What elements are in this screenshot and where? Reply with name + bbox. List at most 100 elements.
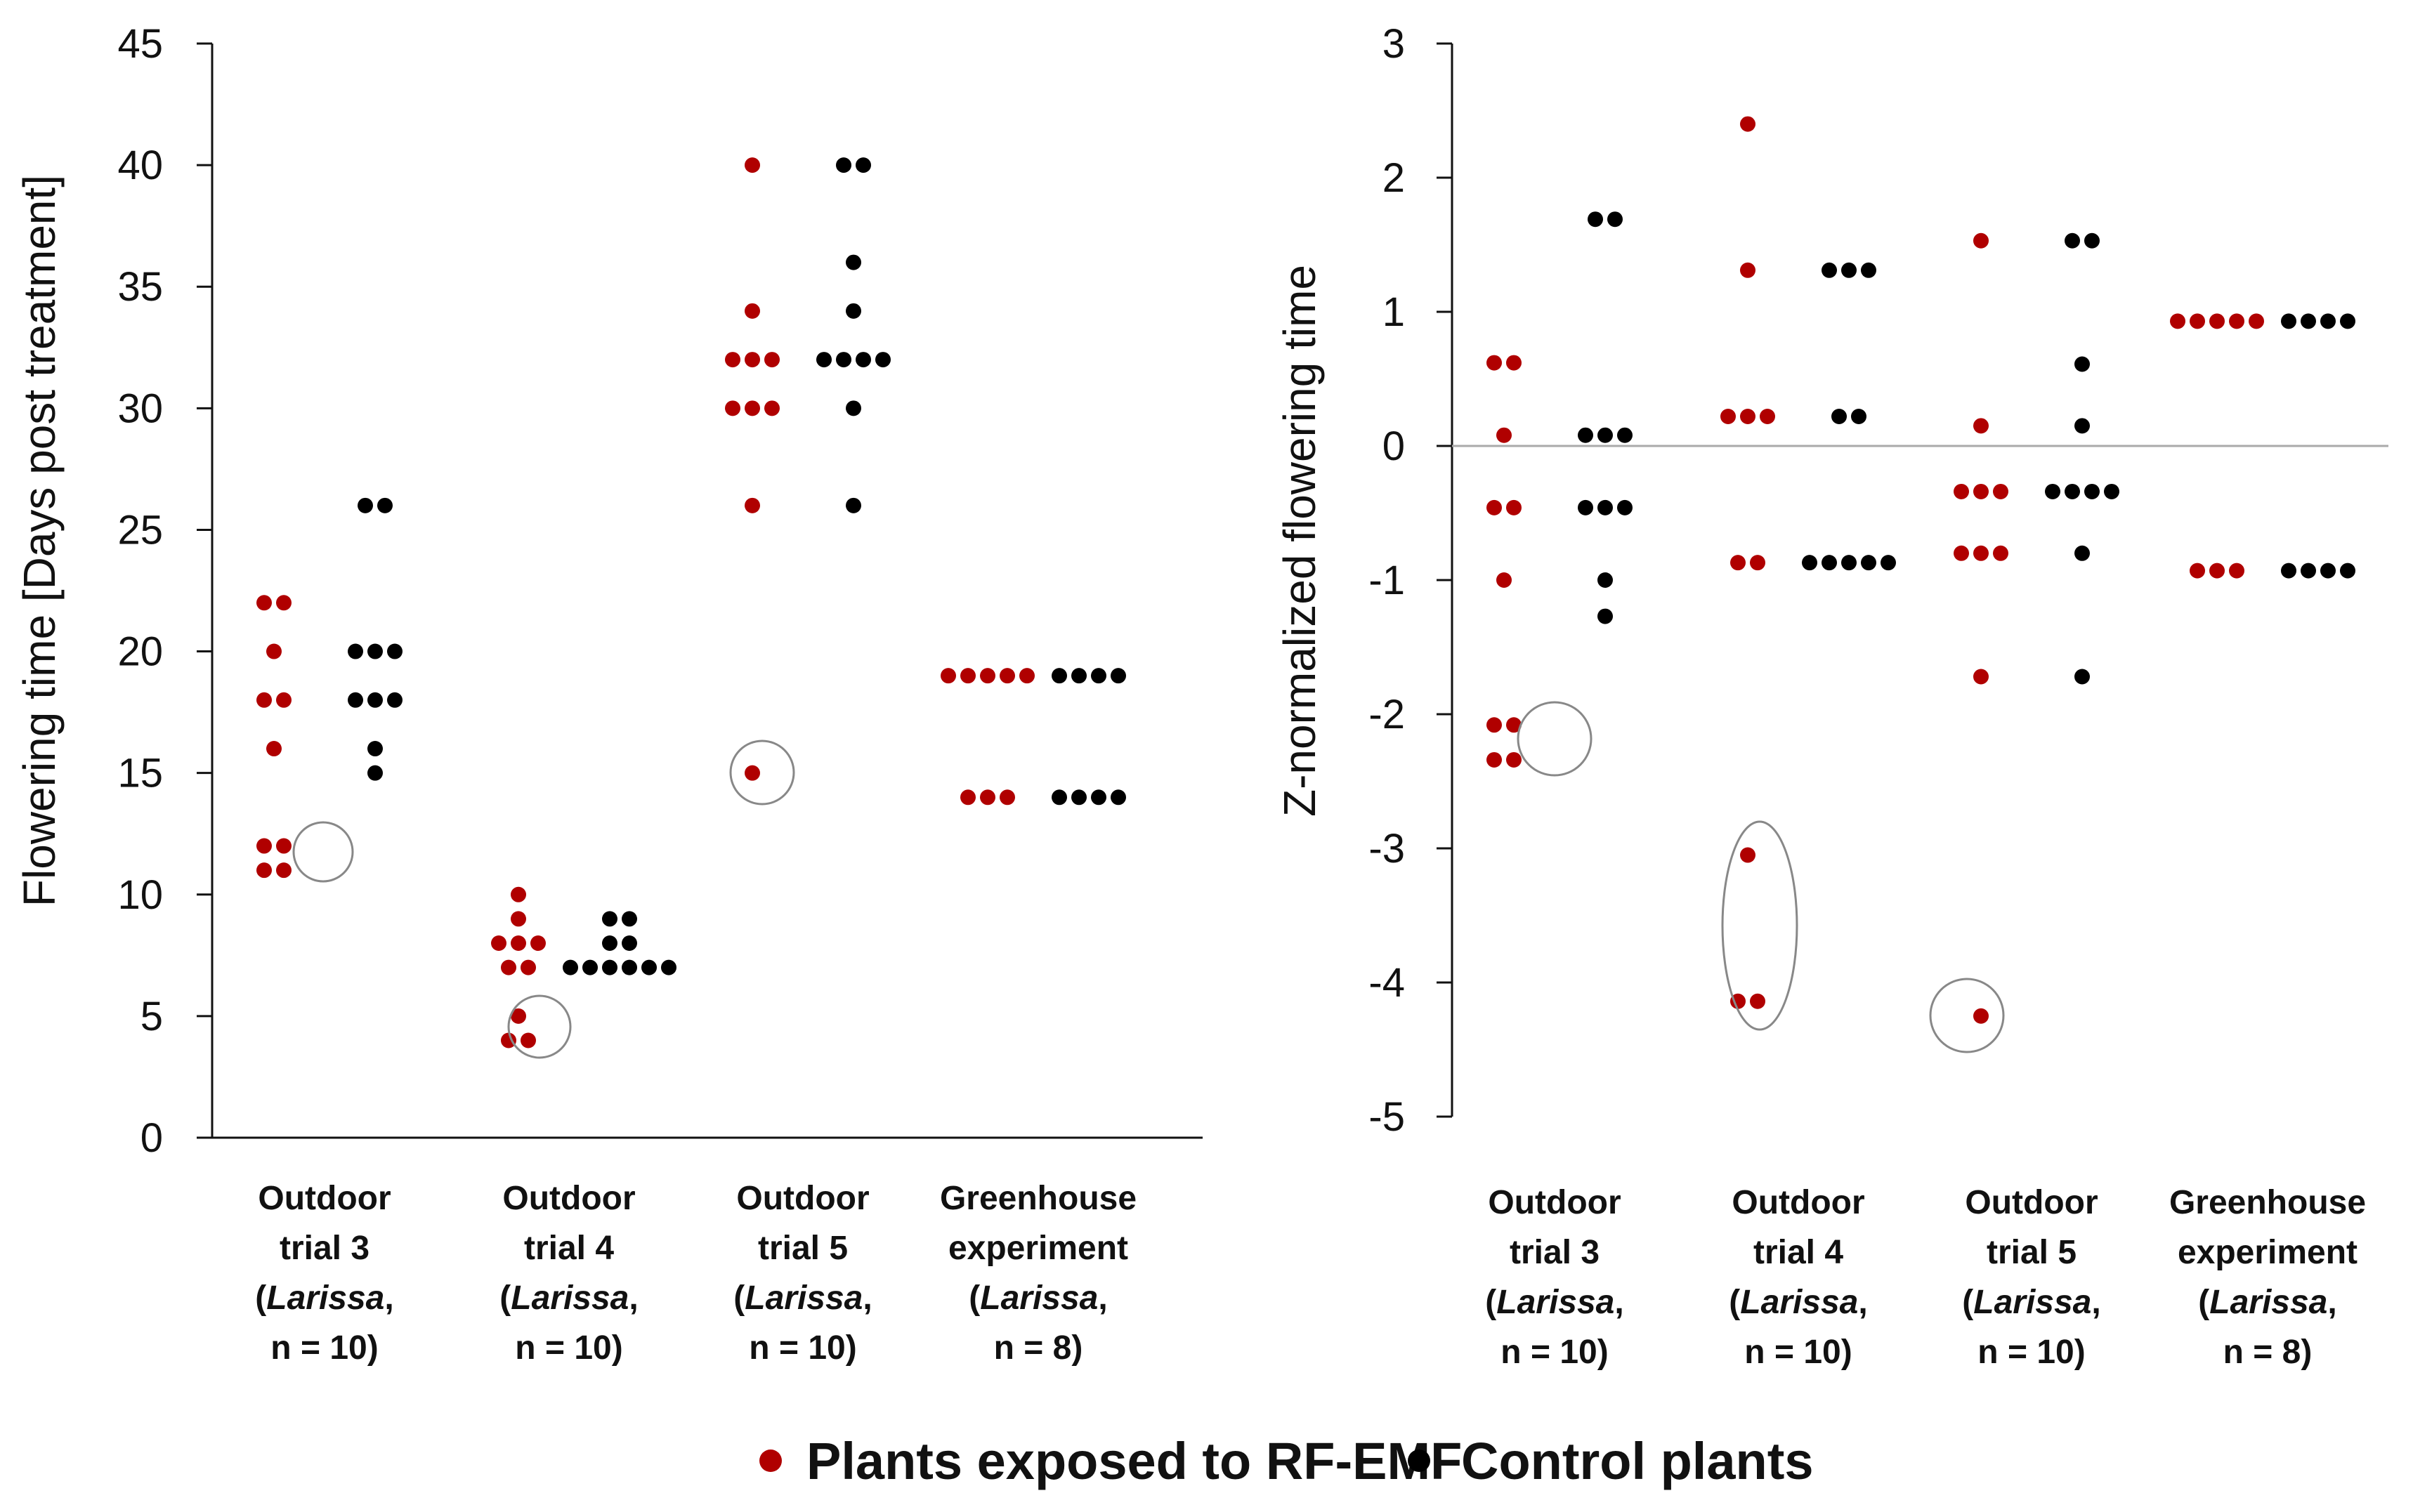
category-label: Outdoor trial 5 (Larissa, n = 10) xyxy=(733,1180,872,1367)
exposed-data-point xyxy=(1019,668,1035,684)
exposed-data-point xyxy=(1954,545,1969,561)
control-data-point xyxy=(1578,427,1593,443)
y-tick-label: -3 xyxy=(1368,826,1405,872)
exposed-data-point xyxy=(501,959,516,975)
exposed-data-point xyxy=(1973,1008,1989,1024)
control-data-point xyxy=(1071,789,1087,806)
exposed-data-point xyxy=(1496,427,1512,443)
y-tick-label: 0 xyxy=(1382,423,1405,469)
outlier-highlight-circle xyxy=(1721,820,1798,1031)
exposed-data-point xyxy=(530,935,546,952)
exposed-data-point xyxy=(1486,717,1502,733)
y-tick-label: -4 xyxy=(1368,960,1405,1006)
exposed-data-point xyxy=(764,352,780,368)
category-label: Outdoor trial 5 (Larissa, n = 10) xyxy=(1962,1184,2100,1371)
exposed-data-point xyxy=(2229,313,2244,329)
exposed-data-point xyxy=(1486,751,1502,768)
y-tick-label: -2 xyxy=(1368,692,1405,737)
legend-control-label: Control plants xyxy=(1461,1432,1814,1490)
outlier-highlight-circle xyxy=(292,821,354,883)
category-label: Outdoor trial 4 (Larissa, n = 10) xyxy=(1729,1184,1867,1371)
exposed-data-point xyxy=(521,959,536,975)
exposed-data-point xyxy=(266,741,282,757)
y-tick-label: 45 xyxy=(117,21,163,67)
control-data-point xyxy=(348,692,363,708)
exposed-data-point xyxy=(980,789,995,806)
exposed-data-point xyxy=(980,668,995,684)
exposed-data-point xyxy=(2170,313,2185,329)
control-data-point xyxy=(2074,545,2090,561)
y-tick-label: 1 xyxy=(1382,289,1405,335)
exposed-data-point xyxy=(1750,555,1765,571)
exposed-data-point xyxy=(1760,408,1775,424)
y-tick-label: 30 xyxy=(117,386,163,431)
control-data-point xyxy=(367,741,383,757)
category-label: Greenhouse experiment (Larissa, n = 8) xyxy=(2169,1184,2366,1371)
left-chart-flowering-days: 0 5 10 15 20 25 30 35 40 45 Flowering time [Days p… xyxy=(14,21,1203,1367)
exposed-data-point xyxy=(1750,993,1765,1009)
control-data-point xyxy=(641,959,657,975)
right-chart-z-normalized: -5 -4 -3 -2 -1 0 1 2 3 Z-normalized flowering tim… xyxy=(1274,21,2388,1371)
control-data-point xyxy=(2340,563,2355,579)
control-data-point xyxy=(2074,669,2090,685)
y-tick-label: 0 xyxy=(140,1115,163,1161)
exposed-data-point xyxy=(256,838,272,854)
control-data-point xyxy=(387,643,403,659)
exposed-data-point xyxy=(1993,483,2008,499)
y-tick-label: 40 xyxy=(117,143,163,188)
control-data-point xyxy=(1617,499,1633,515)
outlier-highlight-circle xyxy=(1517,701,1593,777)
exposed-data-point xyxy=(276,862,292,879)
y-axis-title: Z-normalized flowering time xyxy=(1274,265,1325,817)
control-data-point xyxy=(846,254,861,270)
control-data-point xyxy=(1861,262,1876,278)
control-data-point xyxy=(602,935,617,952)
control-data-point xyxy=(1578,499,1593,515)
exposed-data-point xyxy=(941,668,956,684)
control-data-point xyxy=(1851,408,1866,424)
control-data-point xyxy=(836,352,851,368)
category-label: Outdoor trial 4 (Larissa, n = 10) xyxy=(499,1180,638,1367)
exposed-data-point xyxy=(1486,499,1502,515)
exposed-data-point xyxy=(276,838,292,854)
control-data-point xyxy=(2301,313,2316,329)
control-data-point xyxy=(2074,356,2090,372)
control-data-point xyxy=(2065,483,2080,499)
control-data-point xyxy=(1052,668,1067,684)
exposed-data-point xyxy=(745,352,760,368)
control-data-point xyxy=(563,959,578,975)
exposed-data-point xyxy=(256,595,272,611)
control-data-point xyxy=(2084,232,2100,249)
y-axis-title: Flowering time [Days post treatment] xyxy=(14,175,65,907)
control-data-point xyxy=(367,643,383,659)
control-data-point xyxy=(358,497,373,513)
exposed-data-point xyxy=(1720,408,1736,424)
exposed-data-point xyxy=(1973,545,1989,561)
control-data-point xyxy=(846,303,861,319)
legend-exposed-marker xyxy=(759,1449,782,1472)
exposed-data-point xyxy=(725,352,740,368)
exposed-data-point xyxy=(1740,408,1755,424)
y-tick-label: 15 xyxy=(117,751,163,796)
exposed-data-point xyxy=(276,692,292,708)
control-data-point xyxy=(836,157,851,173)
legend-exposed-label: Plants exposed to RF-EMF xyxy=(806,1432,1462,1490)
category-label: Outdoor trial 3 (Larissa, n = 10) xyxy=(1485,1184,1623,1371)
control-data-point xyxy=(856,352,871,368)
exposed-data-point xyxy=(745,303,760,319)
legend-control-marker xyxy=(1408,1449,1430,1472)
control-data-point xyxy=(1841,555,1857,571)
control-data-point xyxy=(602,959,617,975)
exposed-data-point xyxy=(745,765,760,781)
control-data-point xyxy=(622,911,637,927)
control-data-point xyxy=(1597,499,1613,515)
exposed-data-point xyxy=(2209,313,2225,329)
exposed-data-point xyxy=(1730,993,1746,1009)
control-data-point xyxy=(846,497,861,513)
exposed-data-point xyxy=(2209,563,2225,579)
exposed-data-point xyxy=(511,935,526,952)
category-label: Greenhouse experiment (Larissa, n = 8) xyxy=(940,1180,1137,1367)
y-tick-label: -5 xyxy=(1368,1094,1405,1140)
exposed-data-point xyxy=(511,911,526,927)
exposed-data-point xyxy=(1506,499,1522,515)
